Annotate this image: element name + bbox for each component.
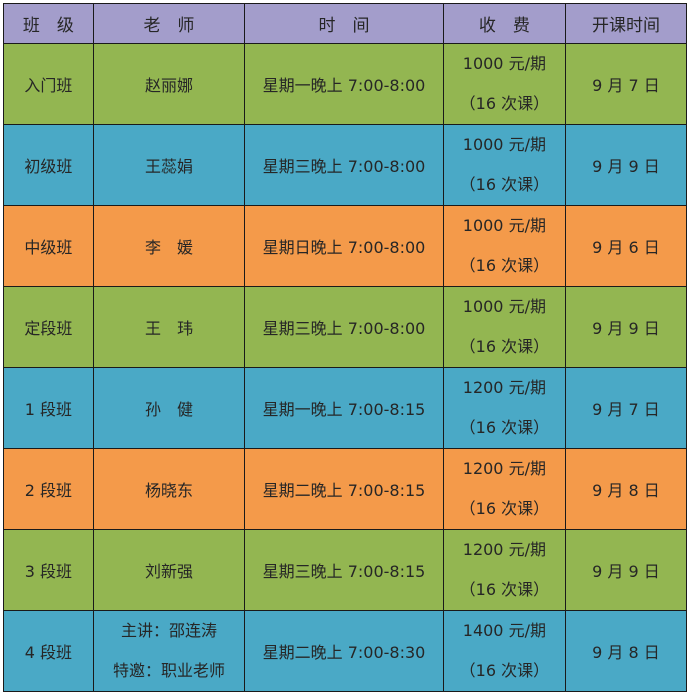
start-date-cell: 9 月 6 日 (564, 205, 688, 287)
time-cell: 星期一晚上 7:00-8:00 (244, 43, 444, 125)
start-date-cell: 9 月 8 日 (564, 610, 688, 692)
class-name-cell: 4 段班 (3, 610, 94, 692)
fee-price: 1000 元/期 (462, 297, 546, 316)
class-name-cell: 3 段班 (3, 529, 94, 611)
class-name-cell: 入门班 (3, 43, 94, 125)
fee-price: 1200 元/期 (462, 378, 546, 397)
fee-lessons: （16 次课） (459, 580, 550, 599)
fee-price: 1200 元/期 (462, 459, 546, 478)
start-date-cell: 9 月 8 日 (564, 448, 688, 530)
table-row: 入门班 赵丽娜 星期一晚上 7:00-8:00 1000 元/期 （16 次课） 9 月 … (3, 43, 688, 125)
start-date-cell: 9 月 9 日 (564, 124, 688, 206)
teacher-cell: 主讲：邵连涛 特邀：职业老师 (92, 610, 246, 692)
fee-cell: 1200 元/期 （16 次课） (442, 367, 566, 449)
fee-lessons: （16 次课） (459, 94, 550, 113)
schedule-body: 入门班 赵丽娜 星期一晚上 7:00-8:00 1000 元/期 （16 次课） 9 月 … (3, 43, 688, 692)
fee-cell: 1000 元/期 （16 次课） (442, 43, 566, 125)
fee-price: 1200 元/期 (462, 540, 546, 559)
teacher-line: 特邀：职业老师 (112, 661, 225, 680)
class-name-cell: 定段班 (3, 286, 94, 368)
teacher-cell: 李 媛 (92, 205, 246, 287)
fee-price: 1400 元/期 (462, 621, 546, 640)
time-cell: 星期三晚上 7:00-8:15 (244, 529, 444, 611)
time-cell: 星期一晚上 7:00-8:15 (244, 367, 444, 449)
start-date-cell: 9 月 7 日 (564, 43, 688, 125)
table-row: 1 段班孙 健星期一晚上 7:00-8:15 1200 元/期 （16 次课） 9 月… (3, 367, 688, 449)
teacher-cell: 孙 健 (92, 367, 246, 449)
fee-lessons: （16 次课） (459, 337, 550, 356)
fee-cell: 1200 元/期 （16 次课） (442, 448, 566, 530)
start-date-cell: 9 月 7 日 (564, 367, 688, 449)
fee-cell: 1000 元/期 （16 次课） (442, 124, 566, 206)
fee-price: 1000 元/期 (462, 216, 546, 235)
header-start-date: 开课时间 (564, 3, 688, 44)
start-date-cell: 9 月 9 日 (564, 286, 688, 368)
time-cell: 星期三晚上 7:00-8:00 (244, 286, 444, 368)
fee-price: 1000 元/期 (462, 135, 546, 154)
teacher-line: 主讲：邵连涛 (120, 621, 217, 640)
fee-price: 1000 元/期 (462, 54, 546, 73)
teacher-cell: 赵丽娜 (92, 43, 246, 125)
fee-lessons: （16 次课） (459, 256, 550, 275)
table-row: 中级班李 媛星期日晚上 7:00-8:00 1000 元/期 （16 次课） 9 月 … (3, 205, 688, 287)
class-schedule-table: 班 级 老 师 时 间 收 费 开课时间 入门班 赵丽娜 星期一晚上 7:00-8:… (3, 3, 688, 692)
class-name-cell: 1 段班 (3, 367, 94, 449)
class-name-cell: 初级班 (3, 124, 94, 206)
table-row: 3 段班 刘新强 星期三晚上 7:00-8:15 1200 元/期 （16 次课） 9 月… (3, 529, 688, 611)
time-cell: 星期二晚上 7:00-8:15 (244, 448, 444, 530)
table-row: 初级班 王蕊娟 星期三晚上 7:00-8:00 1000 元/期 （16 次课） 9 月 … (3, 124, 688, 206)
header-row: 班 级 老 师 时 间 收 费 开课时间 (3, 3, 688, 44)
fee-cell: 1200 元/期 （16 次课） (442, 529, 566, 611)
teacher-cell: 王 玮 (92, 286, 246, 368)
header-teacher: 老 师 (92, 3, 246, 44)
fee-lessons: （16 次课） (459, 175, 550, 194)
table-row: 2 段班 杨晓东 星期二晚上 7:00-8:15 1200 元/期 （16 次课） 9 月… (3, 448, 688, 530)
header-class: 班 级 (3, 3, 94, 44)
fee-lessons: （16 次课） (459, 418, 550, 437)
table-row: 定段班王 玮星期三晚上 7:00-8:00 1000 元/期 （16 次课） 9 月 … (3, 286, 688, 368)
class-name-cell: 2 段班 (3, 448, 94, 530)
fee-cell: 1000 元/期 （16 次课） (442, 205, 566, 287)
time-cell: 星期三晚上 7:00-8:00 (244, 124, 444, 206)
header-time: 时 间 (244, 3, 444, 44)
class-name-cell: 中级班 (3, 205, 94, 287)
header-fee: 收 费 (442, 3, 566, 44)
start-date-cell: 9 月 9 日 (564, 529, 688, 611)
time-cell: 星期二晚上 7:00-8:30 (244, 610, 444, 692)
teacher-cell: 刘新强 (92, 529, 246, 611)
fee-cell: 1000 元/期 （16 次课） (442, 286, 566, 368)
teacher-cell: 杨晓东 (92, 448, 246, 530)
fee-lessons: （16 次课） (459, 499, 550, 518)
teacher-cell: 王蕊娟 (92, 124, 246, 206)
fee-cell: 1400 元/期 （16 次课） (442, 610, 566, 692)
time-cell: 星期日晚上 7:00-8:00 (244, 205, 444, 287)
fee-lessons: （16 次课） (459, 661, 550, 680)
table-row: 4 段班 主讲：邵连涛 特邀：职业老师 星期二晚上 7:00-8:30 1400 元/期… (3, 610, 688, 692)
